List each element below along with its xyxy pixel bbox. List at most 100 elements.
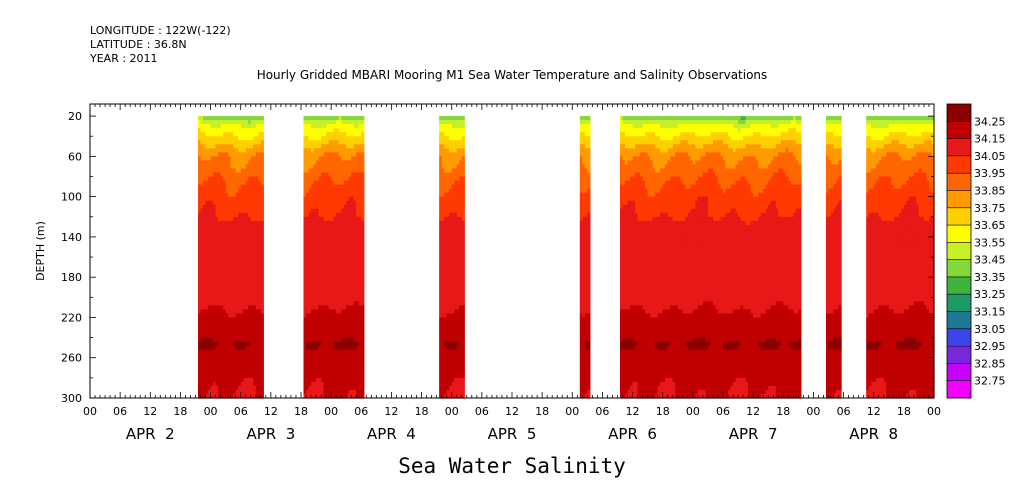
data-cell [200, 301, 204, 306]
data-cell [318, 116, 322, 121]
data-cell [303, 248, 307, 254]
data-cell [260, 281, 264, 286]
data-cell [306, 184, 310, 190]
data-cell [439, 216, 443, 222]
data-cell [331, 261, 335, 266]
data-cell [240, 353, 244, 359]
data-cell [331, 361, 335, 367]
data-cell [343, 309, 347, 315]
data-cell [622, 353, 626, 359]
data-cell [449, 248, 453, 254]
data-cell [311, 240, 315, 246]
data-cell [208, 269, 212, 274]
data-cell [225, 361, 229, 367]
data-cell [235, 172, 239, 178]
data-cell [461, 269, 465, 274]
data-cell [637, 152, 641, 157]
data-cell [627, 184, 631, 190]
data-cell [255, 349, 259, 355]
data-cell [351, 261, 355, 266]
data-cell [336, 281, 340, 286]
data-cell [351, 116, 355, 121]
data-cell [579, 357, 583, 363]
data-cell [587, 116, 591, 121]
data-cell [635, 385, 639, 391]
data-cell [238, 172, 242, 178]
data-cell [240, 325, 244, 331]
data-cell [348, 305, 352, 310]
data-cell [260, 385, 264, 391]
data-cell [318, 232, 322, 238]
data-cell [625, 373, 629, 379]
data-cell [454, 381, 458, 387]
data-cell [243, 152, 247, 157]
data-cell [308, 156, 312, 161]
data-cell [582, 361, 586, 367]
data-cell [630, 204, 634, 210]
data-cell [220, 140, 224, 145]
data-cell [318, 361, 322, 367]
data-cell [582, 180, 586, 186]
data-cell [233, 172, 237, 178]
data-cell [622, 257, 626, 262]
data-cell [321, 337, 325, 343]
data-cell [346, 369, 350, 375]
data-cell [250, 144, 254, 149]
data-cell [225, 257, 229, 262]
data-cell [318, 257, 322, 262]
data-cell [356, 313, 360, 319]
data-cell [205, 164, 209, 170]
data-cell [579, 220, 583, 226]
data-cell [579, 228, 583, 234]
data-cell [253, 152, 257, 157]
data-cell [245, 269, 249, 274]
data-cell [351, 220, 355, 226]
data-cell [637, 116, 641, 121]
data-cell [248, 136, 252, 141]
data-cell [321, 341, 325, 347]
data-cell [341, 313, 345, 319]
data-cell [253, 156, 257, 161]
data-cell [454, 325, 458, 331]
data-cell [338, 273, 342, 278]
data-cell [439, 369, 443, 375]
data-cell [331, 172, 335, 178]
data-cell [346, 261, 350, 266]
data-cell [333, 124, 337, 129]
data-cell [635, 261, 639, 266]
data-cell [198, 148, 202, 153]
data-cell [627, 128, 631, 133]
data-cell [439, 240, 443, 246]
data-cell [630, 128, 634, 133]
data-cell [210, 329, 214, 335]
data-cell [627, 232, 631, 238]
data-cell [318, 321, 322, 327]
data-cell [333, 248, 337, 254]
data-cell [238, 232, 242, 238]
data-cell [253, 196, 257, 202]
data-cell [456, 140, 460, 145]
data-cell [205, 204, 209, 210]
data-cell [353, 164, 357, 170]
data-cell [316, 140, 320, 145]
data-cell [582, 297, 586, 302]
data-cell [328, 365, 332, 371]
data-cell [341, 116, 345, 121]
data-cell [198, 385, 202, 391]
data-cell [622, 208, 626, 214]
data-cell [233, 321, 237, 327]
data-cell [625, 277, 629, 282]
data-cell [446, 341, 450, 347]
data-cell [630, 172, 634, 178]
data-cell [205, 381, 209, 387]
data-cell [213, 152, 217, 157]
data-cell [210, 172, 214, 178]
data-cell [210, 361, 214, 367]
data-cell [328, 337, 332, 343]
data-cell [456, 297, 460, 302]
data-cell [243, 261, 247, 266]
data-cell [587, 168, 591, 174]
data-cell [444, 160, 448, 166]
data-cell [582, 349, 586, 355]
data-cell [203, 337, 207, 343]
